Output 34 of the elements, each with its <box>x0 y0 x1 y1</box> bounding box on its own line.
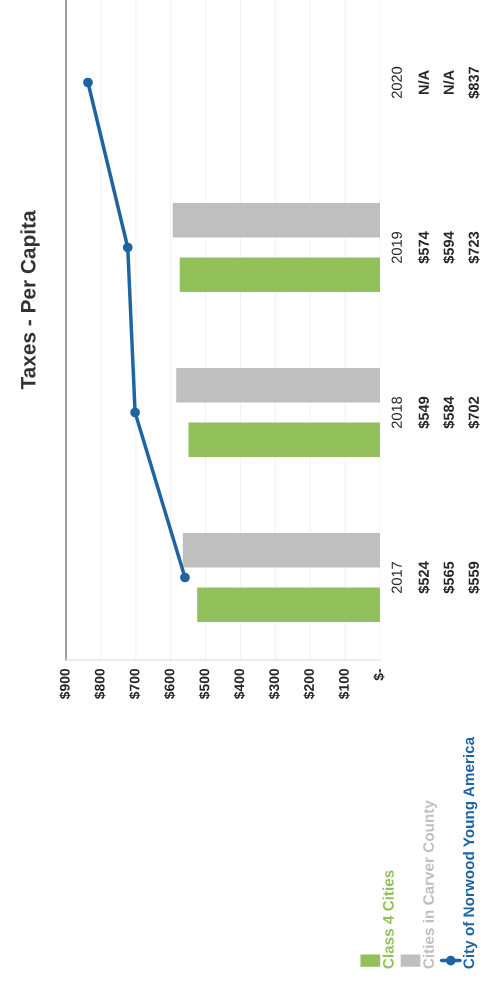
text: N/A <box>443 70 455 95</box>
x-tick-label: $- <box>373 668 385 681</box>
text: Class 4 Cities <box>382 870 394 969</box>
data-label: $574 <box>417 231 430 264</box>
y-tick-label: 2019 <box>391 231 402 263</box>
text: N/A <box>418 70 430 95</box>
text: Taxes - Per Capita <box>20 210 40 390</box>
data-label: $837 <box>467 66 480 99</box>
data-label: $702 <box>467 396 480 429</box>
x-tick-label: $400 <box>233 668 246 700</box>
y-tick-label: 2020 <box>391 66 402 98</box>
point <box>83 77 93 88</box>
x-tick-label: $300 <box>268 668 280 700</box>
x-tick-label: $900 <box>59 668 71 700</box>
y-tick-label: 2018 <box>391 396 402 428</box>
text: Cities in Carver County <box>422 800 438 969</box>
y-tick-label: 2017 <box>391 562 402 593</box>
data-label: $584 <box>442 396 455 429</box>
data-label: $594 <box>442 231 455 264</box>
point <box>180 572 190 583</box>
data-label: $565 <box>442 561 455 594</box>
x-tick-label: $500 <box>198 668 211 700</box>
data-label: $524 <box>417 561 430 594</box>
x-tick-label: $600 <box>163 668 176 700</box>
x-tick-label: $800 <box>94 668 106 700</box>
x-tick-label: $700 <box>129 668 141 700</box>
point <box>122 242 133 253</box>
text: City of Norwood Young America <box>462 736 478 969</box>
data-label: $723 <box>467 231 480 264</box>
x-tick-label: $200 <box>303 668 315 700</box>
data-label: $549 <box>417 396 430 429</box>
data-label: $559 <box>467 561 480 594</box>
x-tick-label: $100 <box>338 668 350 700</box>
point <box>130 407 140 418</box>
